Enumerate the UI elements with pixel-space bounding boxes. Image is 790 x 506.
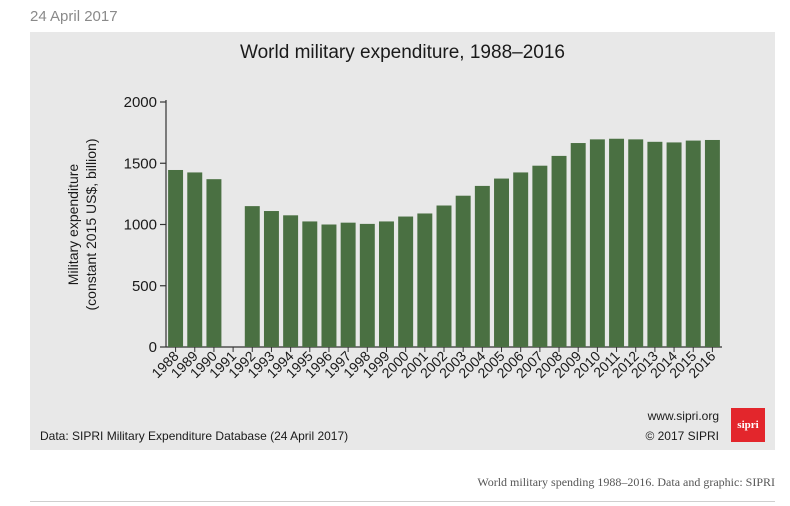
bar-1993 (263, 211, 279, 347)
chart-panel: World military expenditure, 1988–2016 0 5… (30, 32, 775, 450)
bar-1994 (283, 215, 299, 347)
bar-2004 (474, 185, 490, 347)
figure-caption: World military spending 1988–2016. Data … (477, 475, 775, 489)
bar-2001 (417, 213, 433, 347)
bar-1990 (206, 179, 222, 347)
bar-2009 (570, 143, 586, 347)
bar-2010 (589, 139, 605, 347)
publish-date: 24 April 2017 (30, 8, 118, 25)
sipri-logo: sipri (731, 408, 765, 442)
bar-1997 (340, 222, 356, 347)
divider (30, 501, 775, 502)
chart-title: World military expenditure, 1988–2016 (240, 42, 565, 63)
y-tick-label: 500 (132, 278, 157, 295)
y-axis-label-line1: Military expenditure (65, 164, 81, 286)
bar-2000 (398, 216, 414, 347)
bar-1999 (379, 221, 394, 347)
bar-2014 (666, 142, 682, 347)
bar-2016 (704, 139, 720, 347)
bar-2005 (494, 178, 509, 347)
bar-2011 (609, 138, 625, 347)
bar-1995 (302, 221, 318, 347)
bar-2013 (647, 141, 663, 347)
bar-1996 (321, 224, 337, 347)
y-axis-label-line2: (constant 2015 US$, billion) (83, 139, 99, 311)
y-tick-label: 1000 (124, 217, 157, 234)
website-link[interactable]: www.sipri.org (647, 409, 719, 423)
bar-2006 (513, 172, 529, 347)
copyright: © 2017 SIPRI (645, 429, 719, 443)
bar-1989 (187, 172, 203, 347)
bar-2012 (628, 139, 644, 347)
bar-2008 (551, 155, 567, 347)
bar-2003 (455, 195, 471, 347)
bar-chart: 0 500 1000 1500 2000 Military expenditure (con… (65, 94, 722, 381)
y-tick-label: 1500 (124, 155, 157, 172)
y-tick-label: 2000 (124, 94, 157, 111)
bar-1992 (244, 206, 260, 347)
bar-2002 (436, 205, 452, 347)
data-source: Data: SIPRI Military Expenditure Databas… (40, 429, 349, 443)
bar-1988 (168, 169, 184, 347)
bar-1998 (359, 223, 375, 347)
bar-2015 (685, 140, 701, 347)
bar-2007 (532, 165, 548, 347)
y-tick-label: 0 (149, 339, 157, 356)
